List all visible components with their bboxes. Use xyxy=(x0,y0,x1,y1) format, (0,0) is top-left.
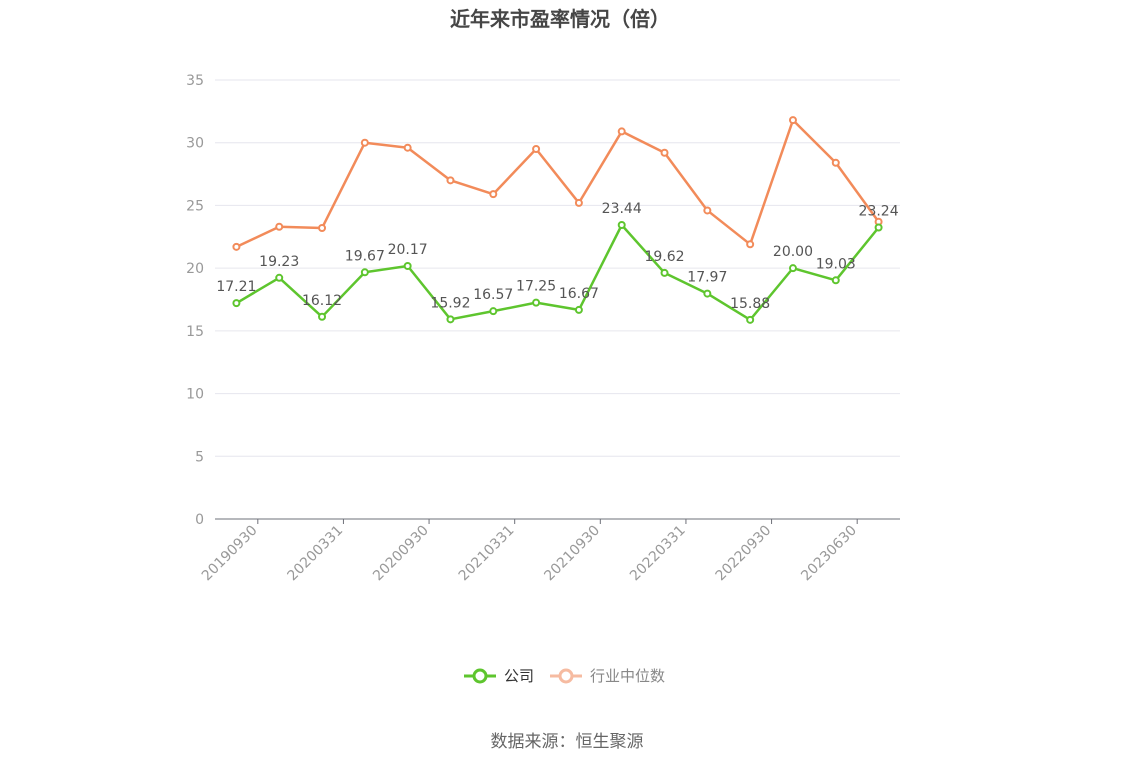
series-industry-median xyxy=(232,116,883,251)
data-label: 19.03 xyxy=(816,256,856,272)
data-label: 20.00 xyxy=(773,244,813,260)
y-tick-label: 25 xyxy=(186,198,204,214)
legend-item-industry[interactable]: 行业中位数 xyxy=(550,667,665,685)
series-line xyxy=(235,223,880,322)
data-point[interactable] xyxy=(489,307,498,316)
data-point[interactable] xyxy=(318,312,327,321)
y-tick-label: 0 xyxy=(195,512,204,528)
y-tick-label: 35 xyxy=(186,73,204,89)
legend-label-company: 公司 xyxy=(504,667,534,685)
legend-label-industry: 行业中位数 xyxy=(590,667,665,685)
data-label: 15.88 xyxy=(730,296,770,312)
data-point[interactable] xyxy=(275,222,284,231)
data-label: 16.12 xyxy=(302,293,342,309)
x-tick-label: 20200331 xyxy=(285,523,347,585)
data-point[interactable] xyxy=(532,144,541,153)
data-label: 16.57 xyxy=(473,287,513,303)
series-layer xyxy=(232,116,883,324)
grid-lines xyxy=(215,79,900,457)
y-tick-label: 30 xyxy=(186,136,204,152)
chart-title: 近年来市盈率情况（倍） xyxy=(450,7,670,31)
legend-marker-industry xyxy=(558,668,574,684)
data-point[interactable] xyxy=(660,268,669,277)
data-point[interactable] xyxy=(532,298,541,307)
data-point[interactable] xyxy=(703,206,712,215)
data-label: 20.17 xyxy=(388,242,428,258)
data-label: 19.62 xyxy=(644,249,684,265)
data-point[interactable] xyxy=(489,190,498,199)
data-point[interactable] xyxy=(874,223,883,232)
y-tick-label: 15 xyxy=(186,324,204,340)
data-point[interactable] xyxy=(403,143,412,152)
data-point[interactable] xyxy=(831,158,840,167)
data-point[interactable] xyxy=(746,240,755,249)
x-tick-label: 20230630 xyxy=(798,523,860,585)
data-point[interactable] xyxy=(446,176,455,185)
data-point[interactable] xyxy=(617,127,626,136)
data-source: 数据来源：恒生聚源 xyxy=(491,732,644,752)
data-point[interactable] xyxy=(446,315,455,324)
data-point[interactable] xyxy=(360,268,369,277)
data-point[interactable] xyxy=(360,138,369,147)
data-label: 17.21 xyxy=(216,279,256,295)
data-point[interactable] xyxy=(232,299,241,308)
data-point[interactable] xyxy=(617,220,626,229)
data-label: 17.97 xyxy=(687,270,727,286)
data-point[interactable] xyxy=(275,273,284,282)
data-label: 19.67 xyxy=(345,248,385,264)
data-point[interactable] xyxy=(788,264,797,273)
data-point[interactable] xyxy=(660,148,669,157)
series-line xyxy=(235,118,880,248)
legend-marker-company xyxy=(472,668,488,684)
data-point[interactable] xyxy=(703,289,712,298)
data-point[interactable] xyxy=(746,315,755,324)
y-axis: 0 5 10 15 20 25 30 35 xyxy=(186,73,204,528)
data-label: 15.92 xyxy=(430,295,470,311)
y-tick-label: 10 xyxy=(186,387,204,403)
x-tick-label: 20220331 xyxy=(627,523,689,585)
data-point[interactable] xyxy=(574,305,583,314)
data-point[interactable] xyxy=(574,198,583,207)
data-point[interactable] xyxy=(318,224,327,233)
x-tick-label: 20200930 xyxy=(370,523,432,585)
legend: 公司 行业中位数 xyxy=(464,667,665,685)
y-tick-label: 5 xyxy=(195,449,204,465)
x-tick-label: 20220930 xyxy=(713,523,775,585)
data-label: 23.24 xyxy=(859,204,899,220)
data-point[interactable] xyxy=(831,276,840,285)
series-company xyxy=(232,220,883,324)
data-point[interactable] xyxy=(403,262,412,271)
legend-item-company[interactable]: 公司 xyxy=(464,667,534,685)
data-label: 17.25 xyxy=(516,279,556,295)
data-label: 23.44 xyxy=(602,201,642,217)
y-tick-label: 20 xyxy=(186,261,204,277)
x-tick-label: 20210930 xyxy=(541,523,603,585)
data-label: 19.23 xyxy=(259,254,299,270)
data-label: 16.67 xyxy=(559,286,599,302)
x-tick-label: 20190930 xyxy=(199,523,261,585)
data-point[interactable] xyxy=(232,242,241,251)
x-axis: 20190930 20200331 20200930 20210331 20210930… xyxy=(199,518,900,585)
x-tick-label: 20210331 xyxy=(456,523,518,585)
data-point[interactable] xyxy=(788,116,797,125)
